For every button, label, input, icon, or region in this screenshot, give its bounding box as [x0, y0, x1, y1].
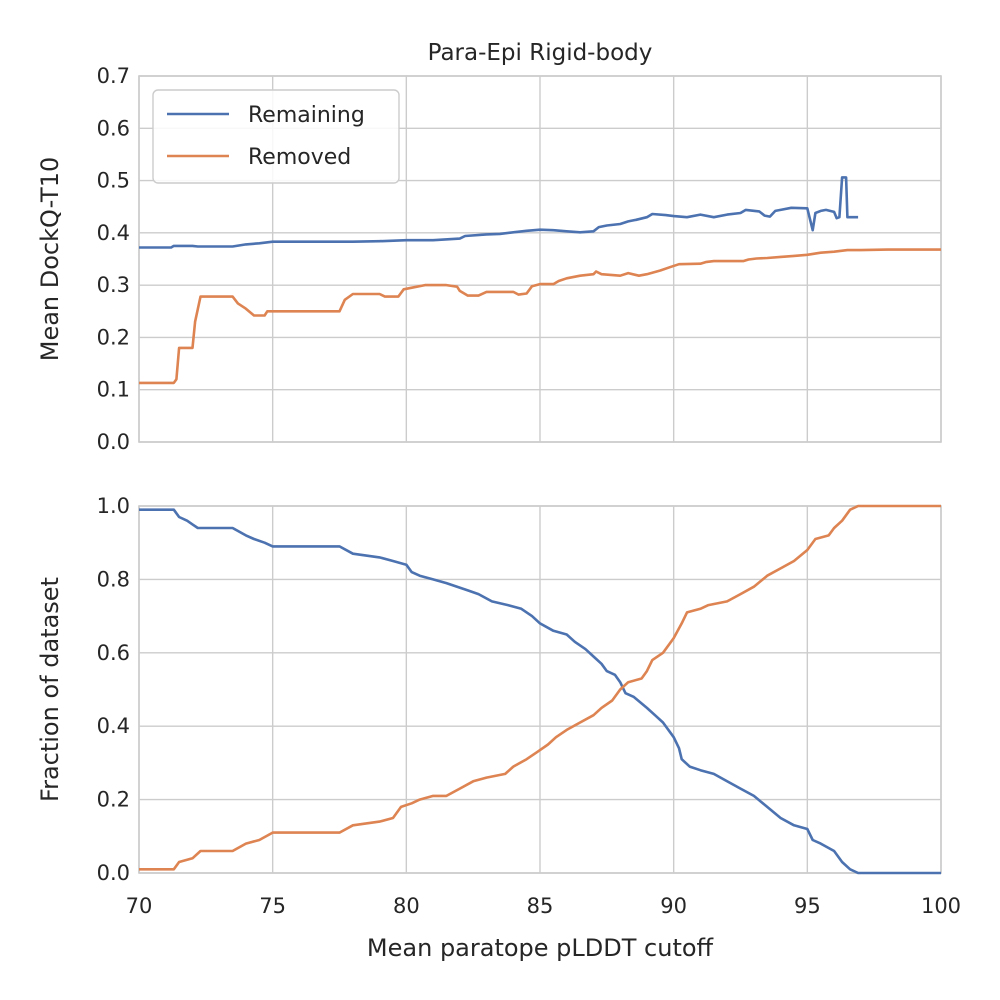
y-tick-label: 0.0	[97, 861, 130, 885]
x-axis-label: Mean paratope pLDDT cutoff	[367, 934, 714, 962]
legend-label-remaining: Remaining	[248, 103, 365, 128]
series-line-removed	[139, 504, 941, 871]
y-tick-label: 0.4	[97, 221, 130, 245]
bottom-panel: 0.0 0.2 0.4 0.6 0.8 1.0 70 75 80 85 90 95 100 Fractio…	[36, 494, 961, 962]
x-tick-label: 80	[393, 894, 420, 918]
y-tick-label: 0.4	[97, 714, 130, 738]
plot-frame	[138, 75, 942, 443]
series-line-removed	[139, 248, 941, 385]
y-tick-label: 0.3	[97, 273, 130, 297]
y-tick-label: 0.7	[97, 64, 130, 88]
x-tick-label: 75	[259, 894, 286, 918]
x-tick-label: 95	[794, 894, 821, 918]
y-tick-label: 1.0	[97, 494, 130, 518]
series-line-remaining	[139, 176, 859, 249]
y-tick-label: 0.1	[97, 378, 130, 402]
y-axis-label: Fraction of dataset	[36, 577, 64, 802]
x-tick-label: 70	[126, 894, 153, 918]
y-tick-label: 0.6	[97, 641, 130, 665]
chart-title: Para-Epi Rigid-body	[428, 40, 653, 66]
legend-label-removed: Removed	[248, 145, 351, 170]
y-tick-label: 0.5	[97, 169, 130, 193]
top-panel: 0.0 0.1 0.2 0.3 0.4 0.5 0.6 0.7 Para-Epi Rigid-b…	[36, 40, 942, 454]
x-tick-label: 100	[921, 894, 961, 918]
y-tick-label: 0.6	[97, 116, 130, 140]
y-tick-label: 0.8	[97, 567, 130, 591]
legend: Remaining Removed	[152, 89, 400, 184]
y-tick-label: 0.0	[97, 430, 130, 454]
x-tick-label: 85	[527, 894, 554, 918]
y-tick-label: 0.2	[97, 788, 130, 812]
series-line-remaining	[139, 508, 941, 875]
x-tick-label: 90	[660, 894, 687, 918]
y-axis-label: Mean DockQ-T10	[36, 157, 64, 362]
plot-frame	[138, 505, 942, 874]
y-tick-label: 0.2	[97, 325, 130, 349]
